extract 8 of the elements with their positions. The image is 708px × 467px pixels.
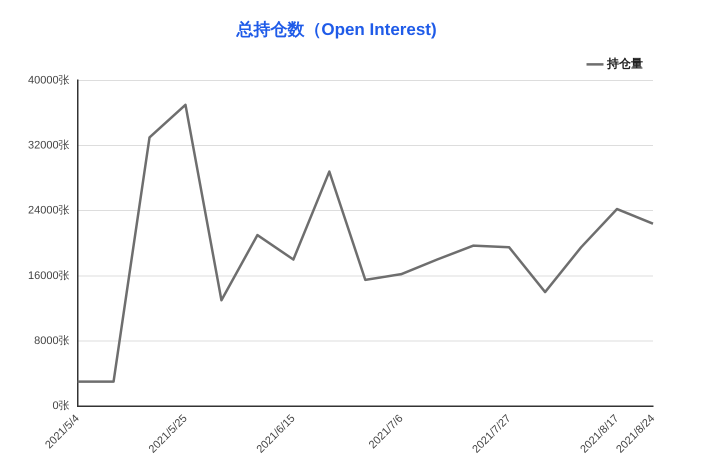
legend-label: 持仓量 xyxy=(606,56,643,71)
y-tick-label: 8000张 xyxy=(34,334,70,347)
y-tick-label: 32000张 xyxy=(28,138,70,152)
y-tick-label: 24000张 xyxy=(28,204,70,217)
y-tick-label: 0张 xyxy=(52,399,70,412)
y-tick-label: 40000张 xyxy=(28,73,70,86)
y-tick-label: 16000张 xyxy=(28,268,70,282)
chart-title: 总持仓数（Open Interest) xyxy=(235,20,437,39)
